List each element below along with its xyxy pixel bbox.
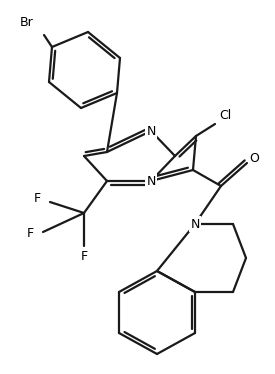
Text: O: O [249,151,259,165]
Text: F: F [26,227,34,239]
Text: F: F [34,191,41,205]
Text: Br: Br [20,15,34,28]
Text: N: N [146,125,156,138]
Text: N: N [146,175,156,187]
Text: Cl: Cl [219,108,231,122]
Text: N: N [190,218,200,230]
Text: F: F [80,251,87,264]
